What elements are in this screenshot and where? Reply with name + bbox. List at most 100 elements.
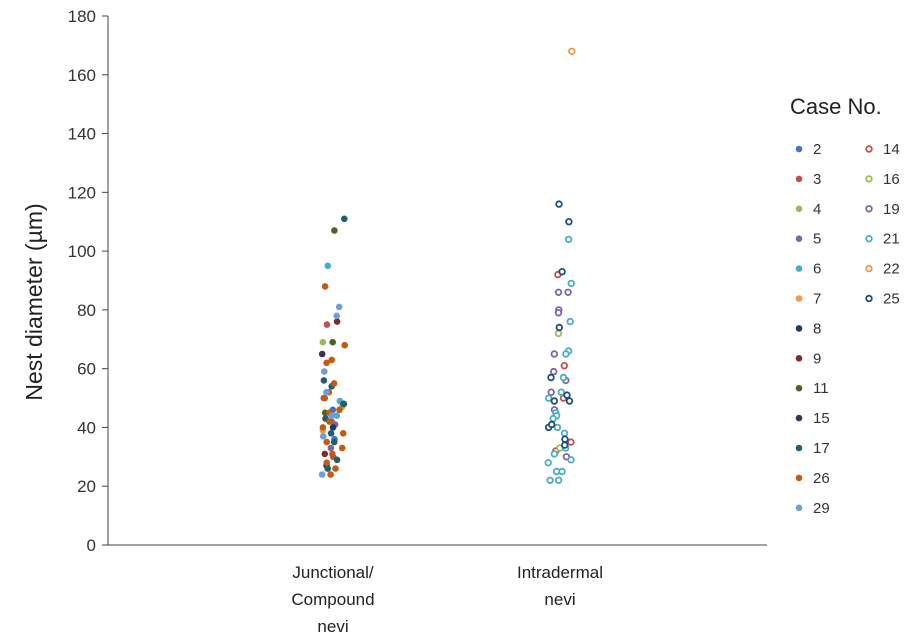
data-point-case-4 <box>319 338 327 346</box>
data-point-case-17 <box>327 430 335 437</box>
y-tick-label: 100 <box>68 242 96 261</box>
data-point-case-19 <box>547 388 555 396</box>
legend-label-case-29: 29 <box>813 500 830 517</box>
data-point-case-3 <box>323 321 331 328</box>
data-point-case-29 <box>318 471 326 478</box>
data-point-case-21 <box>558 467 566 476</box>
data-point-case-26 <box>326 418 333 425</box>
data-point-case-25 <box>563 391 571 399</box>
data-point-case-26 <box>319 424 327 431</box>
legend-marker-case-2 <box>795 145 803 153</box>
data-point-case-15 <box>318 350 326 358</box>
data-point-case-26 <box>321 394 329 402</box>
legend-marker-case-4 <box>795 205 803 213</box>
data-point-case-21 <box>553 423 562 432</box>
data-point-case-14 <box>560 362 568 370</box>
legend-label-case-26: 26 <box>813 470 830 487</box>
data-point-case-21 <box>562 350 570 358</box>
data-point-case-26 <box>332 465 339 472</box>
legend-label-case-7: 7 <box>813 291 821 308</box>
legend-marker-case-25 <box>865 294 873 303</box>
data-point-case-17 <box>333 456 341 464</box>
data-point-case-21 <box>546 476 554 484</box>
data-point-case-9 <box>333 318 341 325</box>
data-point-case-26 <box>323 438 331 446</box>
data-point-case-21 <box>567 456 575 464</box>
data-point-case-21 <box>564 235 573 244</box>
data-point-case-22 <box>568 47 576 55</box>
data-point-case-25 <box>561 435 569 443</box>
data-point-case-26 <box>323 359 330 367</box>
data-point-case-26 <box>336 406 343 414</box>
y-axis-ticks: 0 20 40 60 80 100 120 140 160 180 <box>68 7 108 555</box>
data-point-case-17 <box>320 377 328 384</box>
data-point-case-19 <box>554 288 563 296</box>
data-point-case-8 <box>329 424 337 431</box>
data-point-case-19 <box>564 288 572 296</box>
x-category-label: Junctional/Compound nevi <box>291 563 374 636</box>
data-point-case-5 <box>327 444 335 452</box>
data-point-case-29 <box>335 303 343 311</box>
y-tick-label: 60 <box>77 360 96 379</box>
data-point-case-25 <box>565 397 574 405</box>
data-point-case-25 <box>548 420 556 429</box>
data-point-case-19 <box>550 350 558 358</box>
data-point-case-26 <box>341 341 349 349</box>
data-point-case-11 <box>331 227 338 234</box>
legend-label-case-4: 4 <box>813 201 821 218</box>
data-point-case-29 <box>328 412 336 420</box>
legend-items: 2 3 4 5 6 7 8 9 11 15 17 26 29 14 16 19 21 22 25 <box>795 141 900 517</box>
legend-label-case-21: 21 <box>883 231 900 248</box>
data-point-case-25 <box>561 441 569 449</box>
x-category-labels: Junctional/Compound nevi Intradermal nevi <box>291 563 603 636</box>
y-tick-label: 20 <box>77 477 96 496</box>
data-points <box>318 47 576 484</box>
legend-label-case-5: 5 <box>813 231 821 248</box>
data-point-case-21 <box>549 414 557 423</box>
data-point-case-25 <box>547 373 555 382</box>
data-point-case-17 <box>324 465 332 472</box>
data-point-case-26 <box>323 459 331 467</box>
legend-label-case-16: 16 <box>883 171 900 188</box>
data-point-case-19 <box>550 367 558 376</box>
legend-marker-case-7 <box>795 295 803 302</box>
legend-label-case-8: 8 <box>813 320 821 337</box>
legend-label-case-6: 6 <box>813 261 821 278</box>
y-tick-label: 80 <box>77 301 96 320</box>
data-point-case-6 <box>333 412 341 420</box>
legend-marker-case-5 <box>795 235 803 242</box>
legend-title: Case No. <box>790 94 882 119</box>
legend-marker-case-21 <box>865 234 873 243</box>
data-point-case-19 <box>554 309 563 317</box>
legend-marker-case-19 <box>865 205 873 213</box>
data-point-case-6 <box>324 262 332 270</box>
legend-marker-case-14 <box>865 145 873 153</box>
legend-label-case-22: 22 <box>883 261 900 278</box>
data-point-case-21 <box>560 429 569 437</box>
legend-marker-case-26 <box>795 474 803 482</box>
data-point-case-26 <box>338 444 346 452</box>
data-point-case-11 <box>329 338 337 346</box>
legend-marker-case-15 <box>795 414 803 422</box>
data-point-case-26 <box>328 356 336 364</box>
data-point-case-25 <box>565 217 573 226</box>
legend-marker-case-22 <box>865 264 873 273</box>
y-tick-label: 180 <box>68 7 96 26</box>
y-tick-label: 160 <box>68 66 96 85</box>
data-point-case-21 <box>559 373 568 382</box>
legend-marker-case-9 <box>795 355 803 362</box>
data-point-case-29 <box>319 433 327 440</box>
data-point-case-26 <box>327 471 334 478</box>
data-point-case-21 <box>566 317 574 326</box>
legend-label-case-15: 15 <box>813 410 830 427</box>
data-point-case-14 <box>567 438 575 446</box>
data-point-case-25 <box>558 268 566 276</box>
legend: Case No. 2 3 4 5 6 7 8 9 11 15 17 26 29 14 16 19 21 22 25 <box>790 94 900 517</box>
data-point-case-25 <box>555 323 563 332</box>
data-point-case-26 <box>329 450 336 458</box>
legend-label-case-9: 9 <box>813 350 821 367</box>
data-point-case-21 <box>554 476 563 484</box>
data-point-case-17 <box>330 438 338 446</box>
data-point-case-26 <box>321 283 329 290</box>
data-point-case-25 <box>555 200 563 208</box>
